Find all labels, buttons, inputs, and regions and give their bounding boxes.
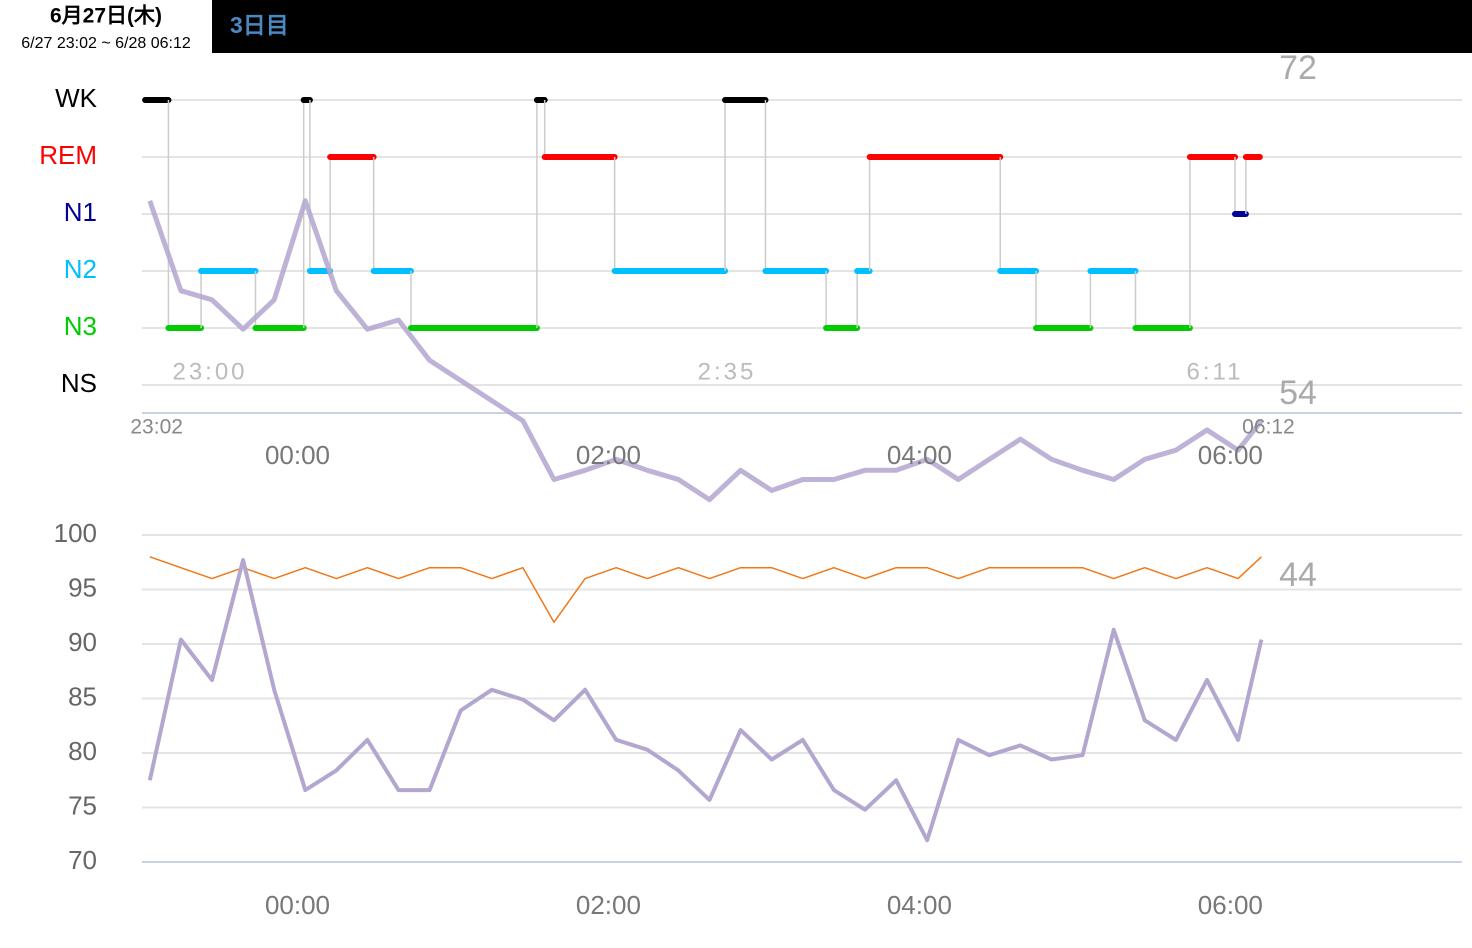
x-tick-label: 04:00 (887, 890, 952, 920)
x-tick-label: 06:00 (1198, 890, 1263, 920)
x-tick-label: 02:00 (576, 890, 641, 920)
y-tick-label: 85 (68, 681, 97, 711)
y-tick-label: 80 (68, 736, 97, 766)
header-day: 3日目 (230, 12, 289, 38)
x-tick-label: 04:00 (887, 440, 952, 470)
y-tick-label: 70 (68, 845, 97, 875)
x-tick-label: 06:00 (1198, 440, 1263, 470)
stage-label: NS (61, 368, 97, 398)
side-label: 54 (1279, 374, 1317, 412)
x-tick-label: 00:00 (265, 440, 330, 470)
annotation: 2:35 (698, 358, 757, 385)
x-tick-label: 00:00 (265, 890, 330, 920)
start-label: 23:02 (130, 416, 183, 439)
series-line (147, 558, 1264, 843)
header-range: 6/27 23:02 ~ 6/28 06:12 (21, 35, 191, 52)
y-tick-label: 75 (68, 790, 97, 820)
stage-label: N3 (64, 311, 97, 341)
hr-line (147, 198, 1264, 503)
stage-label: REM (39, 140, 97, 170)
side-label: 44 (1279, 556, 1317, 594)
y-tick-label: 90 (68, 627, 97, 657)
side-label: 72 (1279, 49, 1317, 87)
end-label: 06:12 (1242, 416, 1295, 439)
annotation: 6:11 (1187, 358, 1244, 385)
stage-label: WK (55, 83, 98, 113)
header-bar (212, 0, 1472, 53)
annotation: 23:00 (172, 358, 247, 385)
y-tick-label: 95 (68, 572, 97, 602)
y-tick-label: 100 (54, 518, 97, 548)
series-line (149, 556, 1262, 623)
x-tick-label: 02:00 (576, 440, 641, 470)
stage-label: N2 (64, 254, 97, 284)
stage-label: N1 (64, 197, 97, 227)
header-date: 6月27日(木) (50, 5, 162, 28)
